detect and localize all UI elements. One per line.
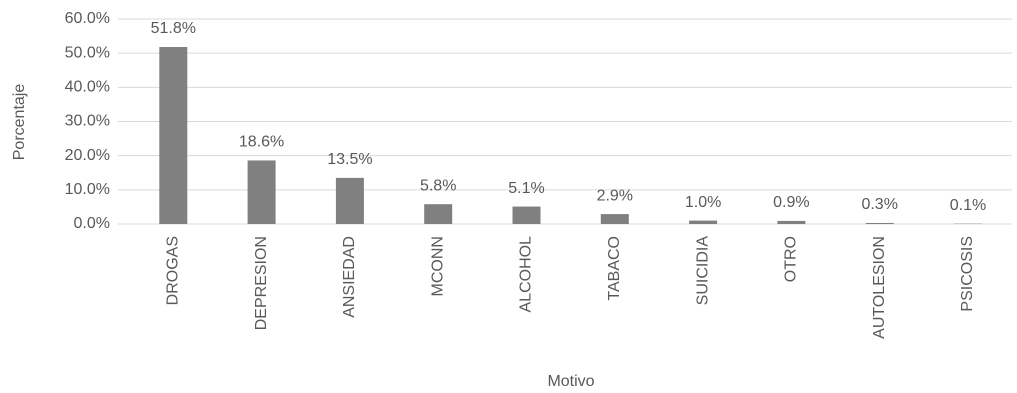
bar	[689, 220, 718, 224]
x-tick-label: AUTOLESION	[871, 236, 888, 339]
bar	[512, 206, 541, 224]
x-tick-label: DEPRESION	[253, 236, 270, 330]
y-axis-label: Porcentaje	[11, 84, 28, 161]
x-tick-label: ANSIEDAD	[341, 236, 358, 318]
bar	[777, 220, 806, 224]
value-label: 51.8%	[151, 20, 196, 37]
value-label: 18.6%	[239, 134, 284, 151]
y-tick-label: 40.0%	[65, 79, 110, 96]
bar	[600, 214, 629, 224]
bar	[335, 177, 364, 224]
x-axis-label: Motivo	[547, 373, 594, 390]
y-tick-label: 0.0%	[74, 215, 110, 232]
x-tick-label: SUICIDIA	[694, 236, 711, 306]
bar	[424, 204, 453, 224]
y-tick-label: 60.0%	[65, 10, 110, 27]
value-label: 0.9%	[773, 194, 809, 211]
bar	[247, 160, 276, 224]
value-label: 5.1%	[508, 180, 544, 197]
y-tick-label: 30.0%	[65, 113, 110, 130]
value-label: 2.9%	[597, 187, 633, 204]
x-tick-label: DROGAS	[165, 236, 182, 305]
x-tick-label: OTRO	[783, 236, 800, 282]
x-tick-label: MCONN	[429, 236, 446, 296]
x-tick-label: TABACO	[606, 236, 623, 301]
bar	[159, 47, 188, 225]
y-tick-label: 50.0%	[65, 44, 110, 61]
value-label: 5.8%	[420, 177, 456, 194]
value-label: 0.3%	[861, 196, 897, 213]
x-tick-label: PSICOSIS	[959, 236, 976, 312]
y-tick-label: 20.0%	[65, 147, 110, 164]
value-label: 1.0%	[685, 194, 721, 211]
x-tick-label: ALCOHOL	[518, 236, 535, 313]
bar	[865, 222, 894, 224]
value-label: 13.5%	[327, 151, 372, 168]
value-label: 0.1%	[950, 197, 986, 214]
y-tick-label: 10.0%	[65, 181, 110, 198]
